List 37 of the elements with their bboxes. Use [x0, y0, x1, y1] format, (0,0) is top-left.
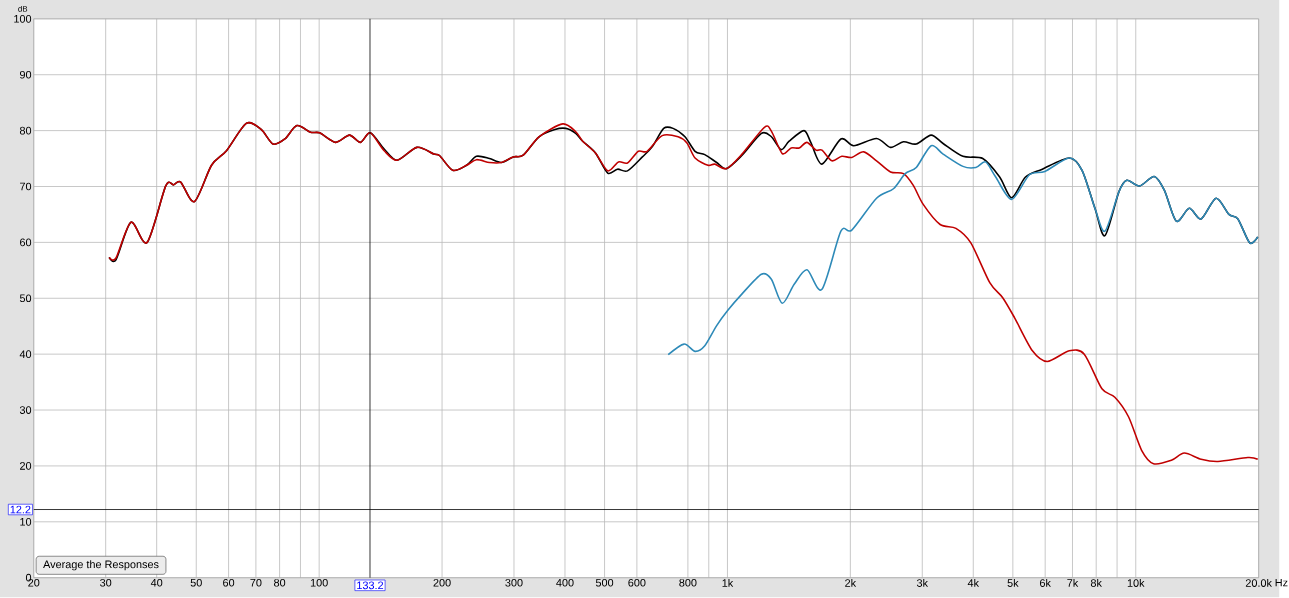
x-tick-label: 40: [150, 579, 163, 587]
x-axis-title: Hz: [1275, 579, 1288, 587]
y-tick-label: 40: [19, 350, 32, 359]
x-tick-label: 10k: [1127, 579, 1145, 588]
x-tick-label: 20.0k: [1245, 579, 1272, 588]
ref-line-label: 133.2: [357, 581, 384, 590]
x-tick-label: 30: [100, 579, 112, 587]
y-tick-label: 100: [14, 15, 32, 23]
x-tick-label: 70: [250, 579, 262, 587]
x-tick-label: 100: [310, 579, 328, 587]
x-tick-label: 5k: [1007, 579, 1019, 588]
x-tick-label: 300: [505, 579, 523, 587]
x-tick-label: 800: [679, 579, 697, 587]
y-tick-label: 50: [19, 294, 32, 303]
y-tick-label: 10: [20, 518, 32, 526]
x-tick-label: 600: [628, 579, 646, 587]
x-tick-label: 2k: [845, 579, 857, 587]
x-tick-label: 50: [190, 579, 202, 587]
y-tick-label: 90: [19, 71, 32, 79]
ref-line-label: 12.2: [10, 505, 31, 514]
x-tick-label: 1k: [722, 579, 734, 587]
x-tick-label: 4k: [967, 579, 980, 587]
x-tick-label: 400: [556, 579, 574, 587]
x-tick-label: 60: [223, 579, 235, 587]
x-tick-label: 80: [274, 579, 286, 587]
x-tick-label: 8k: [1090, 579, 1102, 588]
y-tick-label: 60: [20, 238, 32, 247]
y-tick-label: 70: [20, 182, 32, 191]
y-tick-label: 80: [19, 126, 32, 135]
x-tick-label: 6k: [1039, 579, 1051, 588]
y-tick-label: 20: [20, 462, 32, 470]
x-tick-label: 7k: [1067, 579, 1079, 587]
x-tick-label: 3k: [916, 579, 929, 588]
annotation: Average the Responses: [43, 560, 159, 571]
x-tick-label: 500: [595, 579, 614, 587]
y-tick-label: 30: [19, 406, 32, 415]
x-tick-label: 200: [433, 579, 451, 587]
